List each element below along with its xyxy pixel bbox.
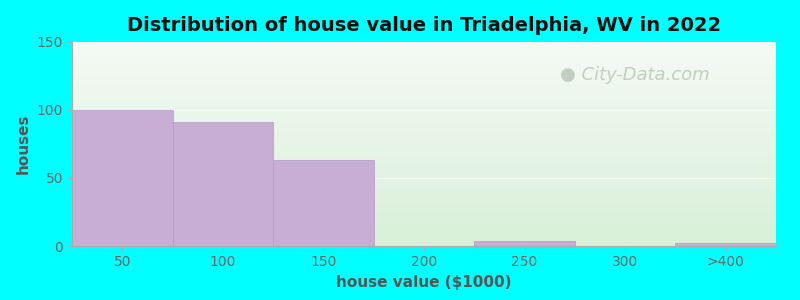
Bar [474,241,575,246]
Bar [273,160,374,246]
Bar [72,110,173,246]
X-axis label: house value ($1000): house value ($1000) [336,274,512,290]
Bar [173,122,273,246]
Bar [675,243,776,246]
Text: ● City-Data.com: ● City-Data.com [560,66,710,84]
Y-axis label: houses: houses [16,114,31,174]
Title: Distribution of house value in Triadelphia, WV in 2022: Distribution of house value in Triadelph… [127,16,721,35]
